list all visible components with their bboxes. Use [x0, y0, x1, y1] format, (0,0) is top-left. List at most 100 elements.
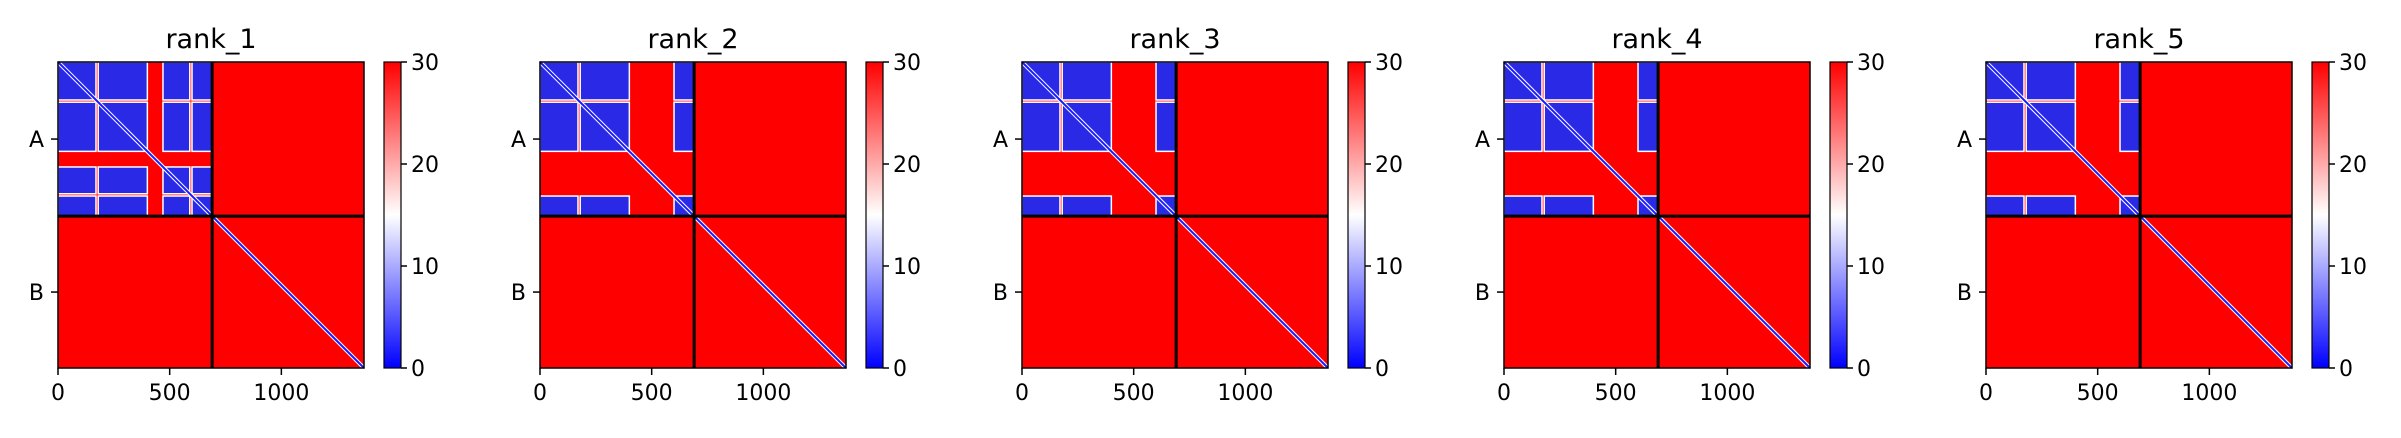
x-tick-label: 1000: [1699, 381, 1755, 406]
colorbar-tick-label: 0: [2339, 357, 2353, 382]
low-error-block-1-2: [162, 101, 191, 153]
colorbar: [2312, 62, 2329, 368]
panel-rank_5: rank_5 0 500 1000 A B 0 10 20 30: [1957, 24, 2367, 406]
x-tick-label: 500: [1595, 381, 1637, 406]
low-error-block-0-2: [2119, 61, 2141, 101]
x-tick-label: 1000: [2181, 381, 2237, 406]
y-tick-label: B: [1957, 281, 1972, 306]
low-error-block-2-1: [2025, 195, 2077, 217]
low-error-block-2-0: [57, 166, 97, 195]
low-error-block-2-1: [1543, 195, 1595, 217]
colorbar: [1348, 62, 1365, 368]
low-error-block-2-0: [1021, 195, 1061, 217]
colorbar-tick-label: 10: [893, 255, 921, 280]
x-tick-label: 1000: [1217, 381, 1273, 406]
low-error-block-0-3: [191, 61, 213, 101]
y-tick-label: B: [511, 281, 526, 306]
colorbar-frame: [1347, 61, 1366, 369]
colorbar: [384, 62, 401, 368]
low-error-block-1-2: [1155, 101, 1177, 153]
colorbar-tick-label: 0: [1857, 357, 1871, 382]
y-tick-label: A: [29, 128, 44, 153]
low-error-block-0-2: [673, 61, 695, 101]
low-error-block-0-1: [579, 61, 631, 101]
x-tick-label: 500: [2077, 381, 2119, 406]
colorbar-tick-label: 0: [411, 357, 425, 382]
colorbar: [866, 62, 883, 368]
x-tick-label: 0: [533, 381, 547, 406]
low-error-block-3-2: [162, 195, 191, 217]
low-error-block-3-1: [97, 195, 149, 217]
low-error-block-1-2: [673, 101, 695, 153]
y-tick-label: A: [511, 128, 526, 153]
low-error-block-2-0: [1985, 195, 2025, 217]
colorbar-tick-label: 10: [2339, 255, 2367, 280]
colorbar-tick-label: 20: [893, 153, 921, 178]
low-error-block-2-0: [1503, 195, 1543, 217]
low-error-block-1-0: [1021, 101, 1061, 153]
x-tick-label: 0: [1497, 381, 1511, 406]
panel-rank_4: rank_4 0 500 1000 A B 0 10 20 30: [1475, 24, 1885, 406]
x-tick-label: 500: [631, 381, 673, 406]
panel-rank_3: rank_3 0 500 1000 A B 0 10 20 30: [993, 24, 1403, 406]
low-error-block-1-0: [1985, 101, 2025, 153]
x-tick-label: 1000: [735, 381, 791, 406]
x-tick-label: 0: [51, 381, 65, 406]
panel-title: rank_1: [165, 24, 256, 55]
low-error-block-0-1: [1061, 61, 1113, 101]
x-tick-label: 1000: [253, 381, 309, 406]
colorbar-tick-label: 20: [1857, 153, 1885, 178]
low-error-block-1-3: [191, 101, 213, 153]
low-error-block-2-0: [539, 195, 579, 217]
axes-frame: [539, 61, 847, 369]
low-error-block-1-2: [1637, 101, 1659, 153]
panel-title: rank_5: [2093, 24, 2184, 55]
colorbar-frame: [1829, 61, 1848, 369]
y-tick-label: A: [993, 128, 1008, 153]
colorbar-tick-label: 0: [1375, 357, 1389, 382]
panel-title: rank_4: [1611, 24, 1702, 55]
colorbar-frame: [865, 61, 884, 369]
y-tick-label: B: [1475, 281, 1490, 306]
y-tick-label: B: [993, 281, 1008, 306]
axes-frame: [1021, 61, 1329, 369]
axes-frame: [57, 61, 365, 369]
low-error-block-1-0: [539, 101, 579, 153]
low-error-block-0-2: [1155, 61, 1177, 101]
colorbar: [1830, 62, 1847, 368]
low-error-block-1-0: [1503, 101, 1543, 153]
panel-rank_2: rank_2 0 500 1000 A B 0 10 20 30: [511, 24, 921, 406]
low-error-block-0-2: [162, 61, 191, 101]
colorbar-frame: [383, 61, 402, 369]
y-tick-label: B: [29, 281, 44, 306]
x-tick-label: 500: [149, 381, 191, 406]
x-tick-label: 500: [1113, 381, 1155, 406]
low-error-block-1-0: [57, 101, 97, 153]
panel-title: rank_3: [1129, 24, 1220, 55]
colorbar-tick-label: 30: [411, 51, 439, 76]
colorbar-tick-label: 20: [2339, 153, 2367, 178]
colorbar-tick-label: 30: [893, 51, 921, 76]
colorbar-tick-label: 20: [411, 153, 439, 178]
x-tick-label: 0: [1015, 381, 1029, 406]
low-error-block-0-1: [2025, 61, 2077, 101]
colorbar-tick-label: 0: [893, 357, 907, 382]
low-error-block-0-1: [1543, 61, 1595, 101]
panel-title: rank_2: [647, 24, 738, 55]
colorbar-tick-label: 30: [1857, 51, 1885, 76]
colorbar-tick-label: 30: [1375, 51, 1403, 76]
y-tick-label: A: [1957, 128, 1972, 153]
y-tick-label: A: [1475, 128, 1490, 153]
colorbar-tick-label: 10: [411, 255, 439, 280]
colorbar-tick-label: 20: [1375, 153, 1403, 178]
low-error-block-2-1: [1061, 195, 1113, 217]
colorbar-tick-label: 10: [1375, 255, 1403, 280]
colorbar-frame: [2311, 61, 2330, 369]
low-error-block-3-0: [57, 195, 97, 217]
axes-frame: [1503, 61, 1811, 369]
low-error-block-2-3: [191, 166, 213, 195]
colorbar-tick-label: 30: [2339, 51, 2367, 76]
panel-rank_1: rank_1 0 500 1000 A B 0 10 20 30: [29, 24, 439, 406]
axes-frame: [1985, 61, 2293, 369]
x-tick-label: 0: [1979, 381, 1993, 406]
